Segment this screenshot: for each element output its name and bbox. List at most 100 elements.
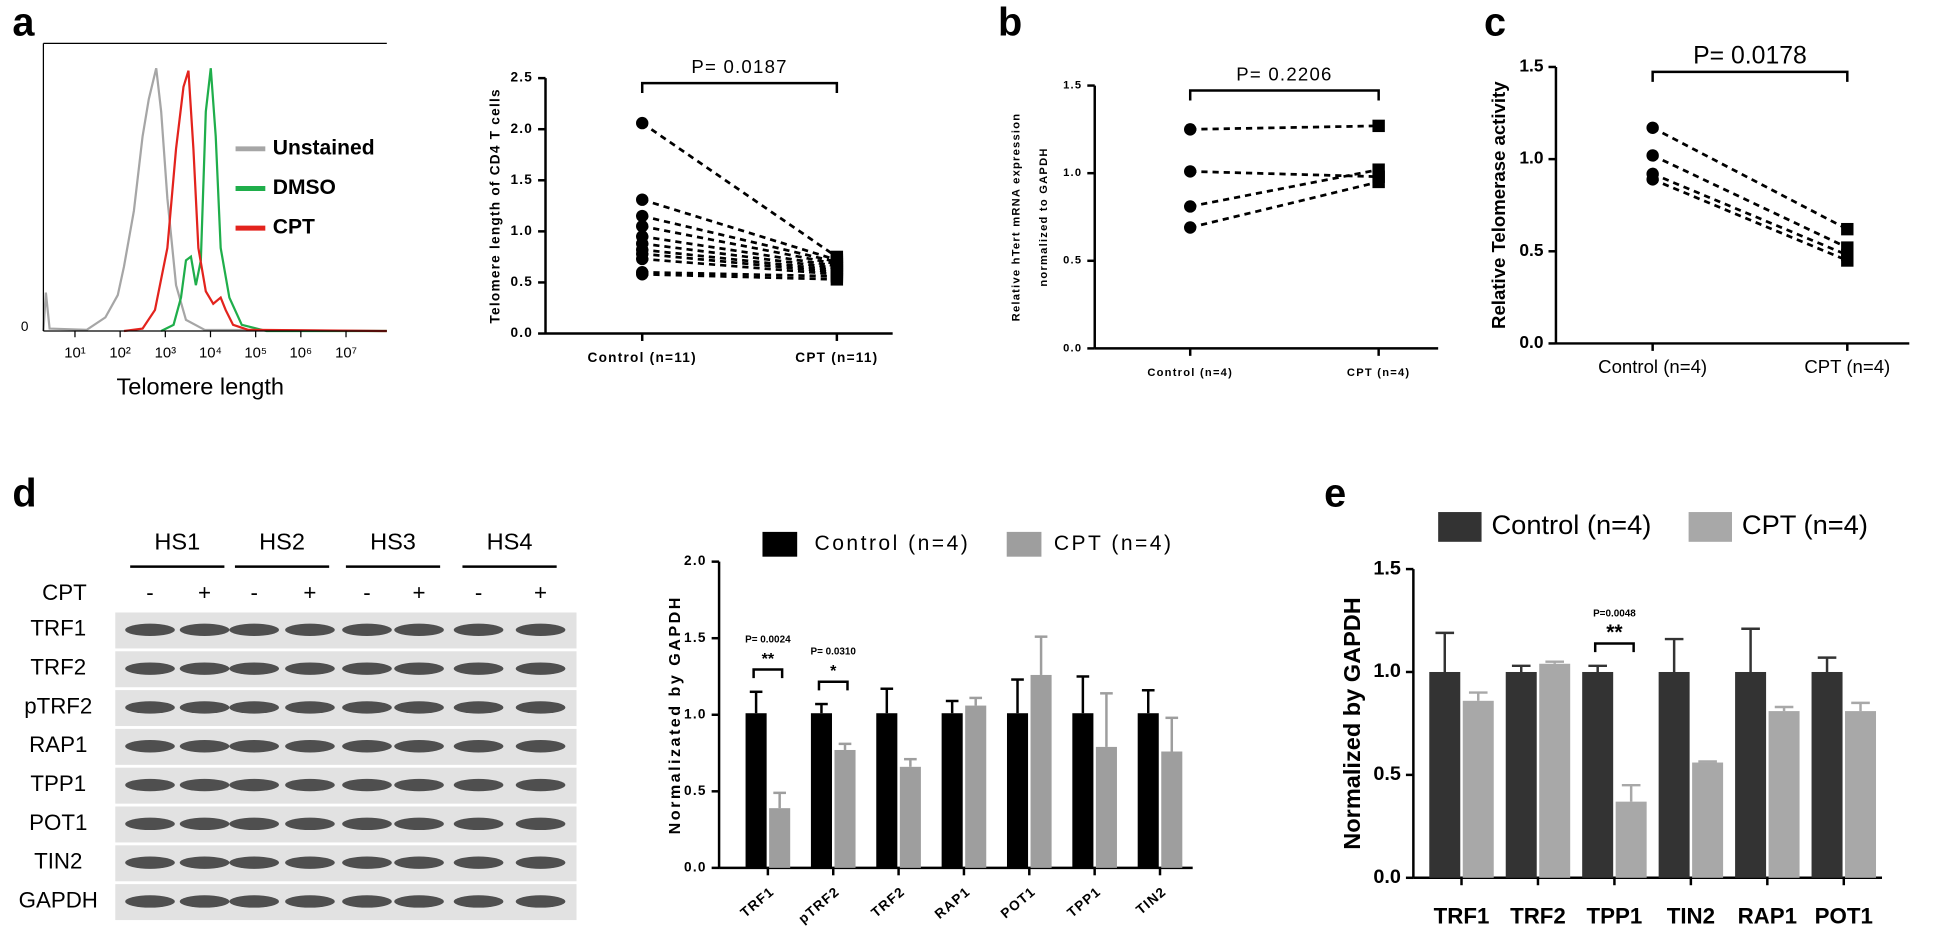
bar xyxy=(1429,671,1461,878)
control-point xyxy=(1184,165,1197,178)
legend-swatch xyxy=(1438,512,1482,542)
blot-band xyxy=(179,662,230,675)
blot-band xyxy=(285,662,335,675)
pair-line xyxy=(1190,170,1379,179)
y-axis-label: Relative Telomerase activity xyxy=(1488,81,1509,329)
blot-band xyxy=(125,817,175,831)
blot-band xyxy=(515,623,566,637)
blot-band xyxy=(179,856,230,869)
bar xyxy=(745,713,767,868)
x-tick-label: RAP1 xyxy=(1738,903,1797,928)
x-tick-label: pTRF2 xyxy=(796,884,843,927)
significance-bracket xyxy=(1651,70,1849,82)
p-value: P= 0.0178 xyxy=(1693,43,1807,70)
cpt-point xyxy=(1372,175,1385,189)
y-tick-label: 0.5 xyxy=(684,783,707,798)
blot-band xyxy=(515,740,566,753)
x-tick-label: Control (n=4) xyxy=(1147,367,1233,379)
y-tick-label: 2.0 xyxy=(510,121,533,136)
bar xyxy=(899,766,921,868)
x-tick-label: CPT (n=11) xyxy=(795,350,878,365)
x-tick-label: TRF1 xyxy=(1434,903,1490,928)
y-tick-label: 1.0 xyxy=(1519,148,1543,168)
control-point xyxy=(1646,149,1659,162)
blot-band xyxy=(342,623,392,637)
x-tick-label: TPP1 xyxy=(1064,884,1104,921)
bar xyxy=(1072,713,1094,868)
blot-band xyxy=(229,817,279,831)
lane-label: + xyxy=(303,580,316,605)
x-tick-label: 10¹ xyxy=(64,345,86,361)
blot-band xyxy=(394,662,444,675)
cpt-point xyxy=(830,273,844,286)
blot-band xyxy=(515,701,566,714)
significance-bracket xyxy=(640,81,839,94)
control-point xyxy=(1646,121,1659,134)
y-tick-label: 1.5 xyxy=(684,630,707,645)
blot-band xyxy=(125,701,175,714)
x-tick-label: Control (n=11) xyxy=(588,350,697,365)
control-point xyxy=(636,268,649,281)
y-tick-label: 1.0 xyxy=(1373,660,1401,682)
blot-band xyxy=(229,623,279,637)
blot-band xyxy=(229,856,279,869)
blot-band xyxy=(179,817,230,831)
blot-band xyxy=(515,817,566,831)
bar xyxy=(834,749,856,868)
y-tick-label: 2.5 xyxy=(510,70,533,85)
flow-curves xyxy=(42,67,387,333)
pair-line xyxy=(1652,126,1848,231)
protein-label: RAP1 xyxy=(29,732,87,757)
x-tick-label: TIN2 xyxy=(1133,884,1169,918)
blot-band xyxy=(229,701,279,714)
protein-label: GAPDH xyxy=(19,887,98,912)
protein-label: TPP1 xyxy=(30,771,86,796)
control-point xyxy=(636,193,649,206)
x-tick-label: CPT (n=4) xyxy=(1804,356,1890,377)
blot-band xyxy=(229,895,279,908)
blot-band xyxy=(453,895,504,908)
bar xyxy=(1462,700,1494,878)
blot-band xyxy=(342,856,392,869)
cpt-point xyxy=(1841,254,1854,267)
pair-line xyxy=(642,270,837,278)
x-tick-label: TPP1 xyxy=(1587,903,1643,928)
bar xyxy=(810,713,832,868)
blot-band xyxy=(229,662,279,675)
blot-band xyxy=(285,701,335,714)
blot-band xyxy=(125,895,175,908)
significance-bracket xyxy=(817,680,849,691)
x-tick-label: TIN2 xyxy=(1667,903,1715,928)
blot-band xyxy=(453,740,504,753)
bar xyxy=(1845,711,1877,878)
cpt-point xyxy=(1372,163,1385,176)
significance-bracket xyxy=(752,668,784,679)
bar xyxy=(1735,671,1767,878)
blot-band xyxy=(229,740,279,753)
pair-line xyxy=(641,121,838,259)
unstained-curve xyxy=(42,67,387,333)
blot-band xyxy=(394,817,444,831)
y-tick-label: 0.0 xyxy=(684,859,707,874)
treatment-label: CPT xyxy=(42,580,87,605)
panel-letter: a xyxy=(12,0,35,44)
x-tick-label: RAP1 xyxy=(932,884,973,922)
blot-band xyxy=(342,662,392,675)
blot-band xyxy=(342,817,392,831)
control-point xyxy=(636,220,649,233)
y-tick-label: 1.0 xyxy=(510,223,533,238)
lane-label: + xyxy=(413,580,426,605)
pair-line xyxy=(641,214,838,264)
sample-label: HS1 xyxy=(154,528,200,554)
legend-label: Control (n=4) xyxy=(1491,509,1651,540)
blot-band xyxy=(125,856,175,869)
blot-band xyxy=(179,623,230,637)
blot-band xyxy=(179,778,230,792)
y-tick-label: 0.5 xyxy=(1519,240,1543,260)
x-tick-label: 10³ xyxy=(155,345,177,361)
protein-label: pTRF2 xyxy=(24,693,92,718)
legend-swatch xyxy=(762,531,798,557)
control-point xyxy=(636,116,649,130)
blot-band xyxy=(342,701,392,714)
blot-band xyxy=(125,778,175,792)
